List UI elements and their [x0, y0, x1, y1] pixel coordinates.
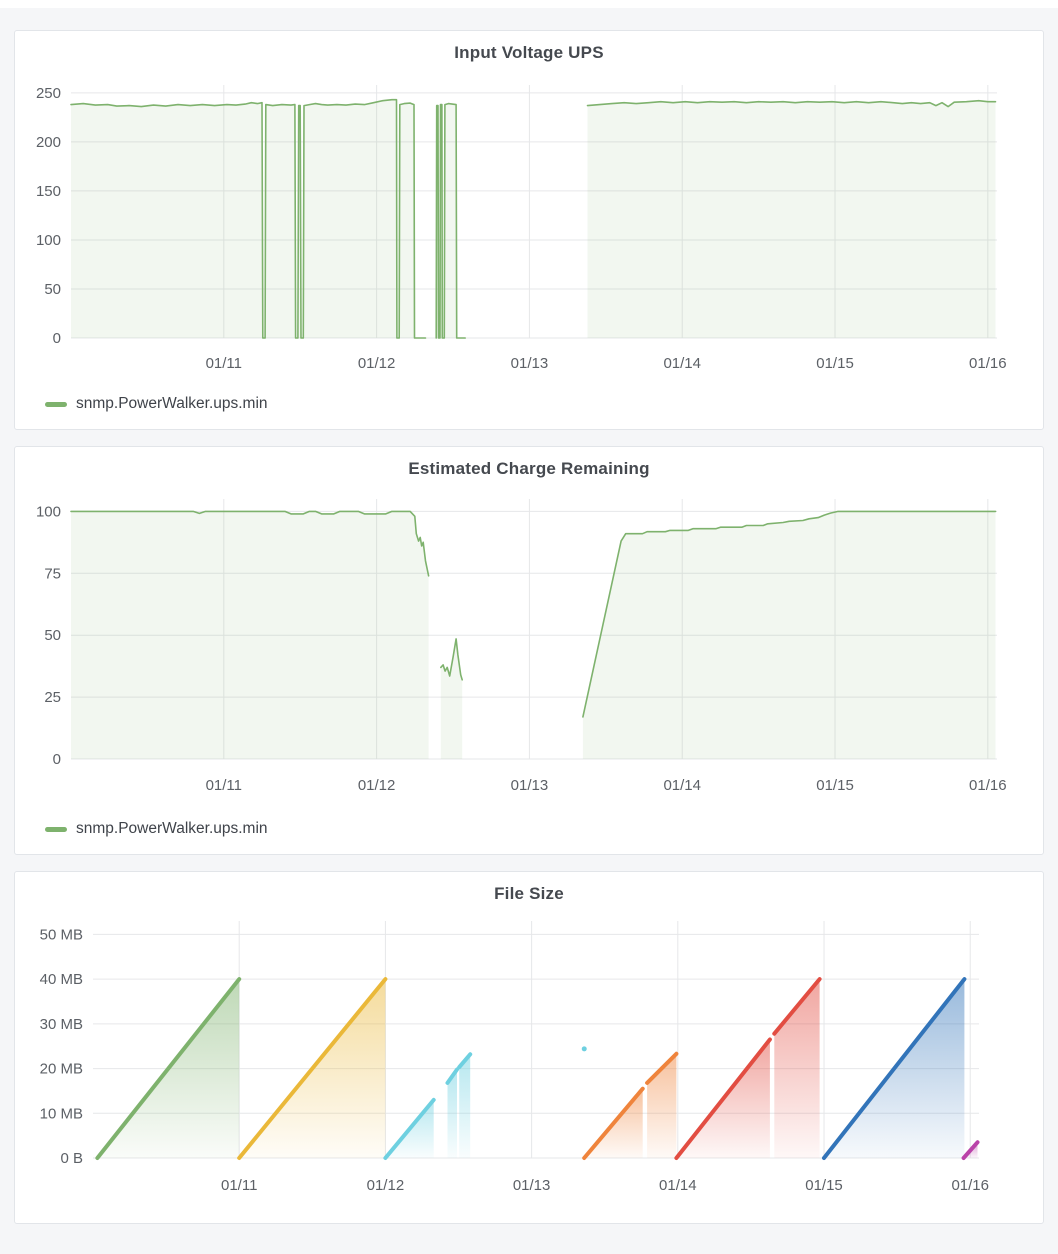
legend: snmp.PowerWalker.ups.min [45, 395, 268, 413]
svg-text:01/14: 01/14 [663, 777, 701, 794]
legend-item[interactable]: snmp.PowerWalker.ups.min [45, 395, 268, 413]
svg-text:25: 25 [44, 689, 61, 706]
svg-text:01/15: 01/15 [816, 355, 854, 372]
svg-text:01/15: 01/15 [805, 1177, 843, 1194]
svg-text:01/14: 01/14 [659, 1177, 697, 1194]
input-voltage-chart[interactable]: 01/11 01/12 01/13 01/14 01/15 01/16 0 50 100 150 2… [15, 67, 1044, 381]
svg-text:0 B: 0 B [60, 1150, 83, 1167]
panel-title[interactable]: File Size [494, 884, 564, 903]
svg-text:250: 250 [36, 85, 61, 102]
svg-text:0: 0 [53, 330, 61, 347]
panel-estimated-charge-remaining: Estimated Charge Remaining 01/11 01/12 01/… [14, 446, 1044, 855]
legend-label: snmp.PowerWalker.ups.min [76, 820, 268, 837]
svg-text:01/16: 01/16 [969, 777, 1007, 794]
svg-text:20 MB: 20 MB [40, 1061, 83, 1078]
svg-text:50: 50 [44, 627, 61, 644]
svg-text:01/13: 01/13 [511, 777, 549, 794]
svg-text:30 MB: 30 MB [40, 1016, 83, 1033]
legend-item[interactable]: snmp.PowerWalker.ups.min [45, 820, 268, 838]
top-strip [0, 0, 1058, 8]
series-color-swatch [45, 826, 67, 832]
panel-file-size: File Size 01/11 01/12 01/13 01/14 01/15 01/16… [14, 871, 1044, 1224]
svg-text:01/12: 01/12 [358, 355, 396, 372]
svg-text:01/13: 01/13 [513, 1177, 551, 1194]
svg-text:100: 100 [36, 503, 61, 520]
svg-text:50: 50 [44, 281, 61, 298]
svg-text:01/12: 01/12 [358, 777, 396, 794]
legend-label: snmp.PowerWalker.ups.min [76, 395, 268, 412]
svg-text:50 MB: 50 MB [40, 926, 83, 943]
svg-text:100: 100 [36, 232, 61, 249]
panel-title[interactable]: Estimated Charge Remaining [408, 459, 650, 478]
svg-text:01/11: 01/11 [221, 1177, 257, 1194]
svg-text:01/15: 01/15 [816, 777, 854, 794]
svg-text:01/13: 01/13 [511, 355, 549, 372]
svg-text:150: 150 [36, 183, 61, 200]
series-color-swatch [45, 401, 67, 407]
svg-text:01/16: 01/16 [951, 1177, 989, 1194]
svg-text:01/11: 01/11 [206, 777, 242, 794]
svg-text:01/14: 01/14 [663, 355, 701, 372]
svg-text:75: 75 [44, 565, 61, 582]
svg-text:01/11: 01/11 [206, 355, 242, 372]
panel-input-voltage-ups: Input Voltage UPS 01/11 01/12 01/13 01/14 01… [14, 30, 1044, 430]
legend: snmp.PowerWalker.ups.min [45, 820, 268, 838]
svg-text:10 MB: 10 MB [40, 1105, 83, 1122]
svg-text:200: 200 [36, 134, 61, 151]
svg-text:01/16: 01/16 [969, 355, 1007, 372]
panel-title[interactable]: Input Voltage UPS [454, 43, 604, 62]
file-size-chart[interactable]: 01/11 01/12 01/13 01/14 01/15 01/16 0 B 10 MB 20… [15, 908, 1044, 1200]
estimated-charge-chart[interactable]: 01/11 01/12 01/13 01/14 01/15 01/16 0 25 50 75 100 [15, 483, 1044, 805]
dashboard: Input Voltage UPS 01/11 01/12 01/13 01/14 01… [0, 8, 1058, 1254]
svg-text:0: 0 [53, 751, 61, 768]
svg-text:40 MB: 40 MB [40, 971, 83, 988]
svg-text:01/12: 01/12 [367, 1177, 405, 1194]
